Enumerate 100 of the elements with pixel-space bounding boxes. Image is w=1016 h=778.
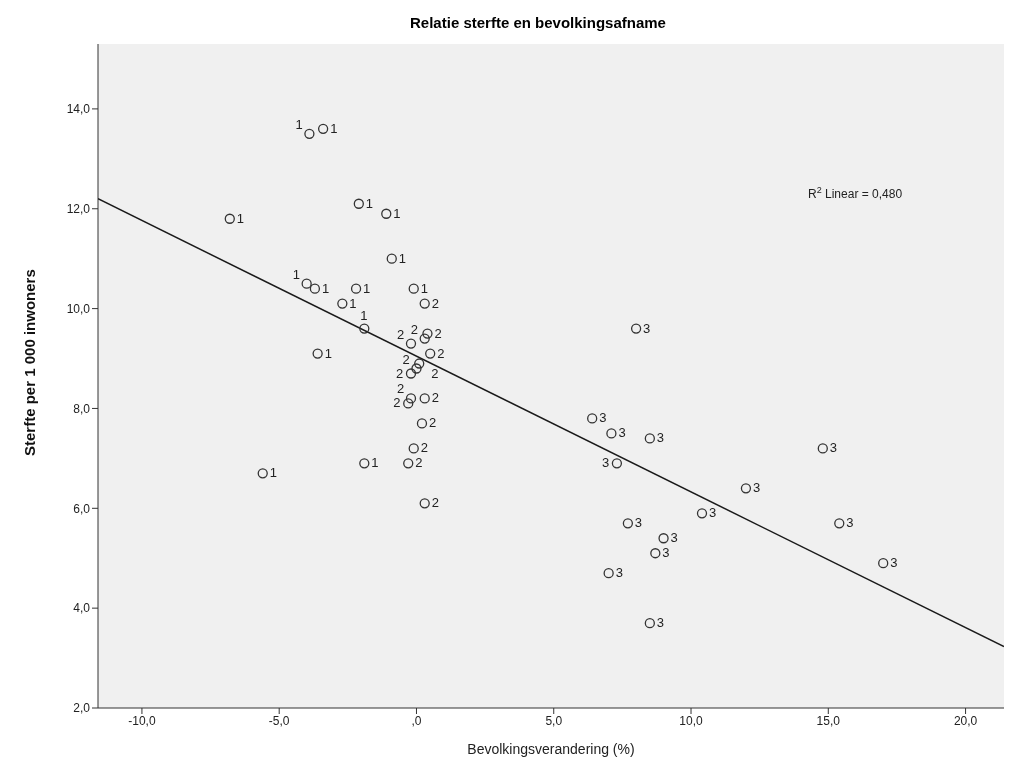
text: 1 bbox=[324, 345, 332, 361]
series-label: 2 bbox=[434, 325, 442, 341]
text: 1 bbox=[371, 455, 379, 471]
text: 1 bbox=[330, 120, 338, 136]
point bbox=[834, 518, 845, 529]
point bbox=[350, 283, 362, 294]
x-tick-label: 10,0 bbox=[679, 713, 704, 728]
x-tick-label: -10,0 bbox=[128, 713, 156, 728]
point bbox=[696, 508, 708, 519]
text: 1 bbox=[363, 280, 371, 296]
point bbox=[630, 323, 642, 334]
point bbox=[644, 617, 655, 629]
point bbox=[405, 393, 417, 404]
point bbox=[587, 413, 598, 424]
text: 3 bbox=[601, 455, 610, 471]
text: 1 bbox=[292, 266, 300, 282]
text: 3 bbox=[709, 505, 717, 521]
y-tick-label: 12,0 bbox=[66, 202, 91, 217]
chart-title: Relatie sterfte en bevolkingsafname bbox=[409, 13, 667, 33]
point bbox=[359, 458, 370, 469]
point bbox=[419, 393, 430, 404]
point bbox=[419, 333, 430, 344]
point bbox=[740, 483, 752, 494]
point bbox=[317, 123, 329, 135]
point bbox=[650, 548, 661, 559]
point bbox=[414, 358, 425, 369]
text: 2 bbox=[431, 295, 439, 311]
point bbox=[304, 128, 315, 140]
point bbox=[353, 198, 364, 209]
text: 3 bbox=[846, 515, 854, 531]
point bbox=[359, 323, 370, 334]
text: 2 bbox=[393, 395, 401, 411]
y-tick-label: 10,0 bbox=[66, 301, 91, 316]
point bbox=[224, 213, 235, 224]
point bbox=[381, 208, 392, 219]
text: 3 bbox=[643, 320, 651, 336]
x-tick-label: 20,0 bbox=[953, 713, 978, 728]
text: 3 bbox=[656, 430, 665, 446]
text: 2 bbox=[396, 326, 405, 342]
x-axis-title: Bevolkingsverandering (%) bbox=[467, 741, 635, 757]
point bbox=[419, 298, 430, 309]
text: 2 bbox=[437, 345, 445, 361]
point bbox=[301, 278, 312, 289]
point bbox=[312, 348, 323, 359]
point bbox=[622, 518, 634, 529]
point bbox=[403, 458, 414, 469]
point bbox=[606, 428, 617, 439]
text: 2 bbox=[410, 321, 418, 337]
text: 1 bbox=[321, 280, 330, 296]
text: 1 bbox=[295, 116, 303, 132]
series-label: 3 bbox=[615, 565, 623, 581]
y-tick-label: 4,0 bbox=[73, 601, 91, 616]
text: 3 bbox=[599, 410, 607, 426]
text: 1 bbox=[420, 280, 428, 296]
point bbox=[337, 298, 348, 309]
text: 3 bbox=[662, 545, 670, 561]
x-tick-label: -5,0 bbox=[268, 713, 290, 728]
point bbox=[422, 328, 433, 339]
y-tick-label: 6,0 bbox=[73, 501, 91, 516]
point bbox=[403, 398, 414, 409]
point bbox=[408, 283, 419, 294]
x-tick-label: ,0 bbox=[411, 713, 422, 728]
point bbox=[405, 338, 417, 349]
text: 1 bbox=[365, 195, 374, 211]
text: 3 bbox=[618, 425, 626, 441]
point bbox=[425, 348, 436, 359]
point bbox=[419, 498, 430, 509]
point bbox=[408, 443, 419, 454]
y-tick-label: 2,0 bbox=[73, 701, 91, 716]
point bbox=[309, 283, 321, 294]
point bbox=[386, 253, 397, 264]
y-tick-label: 8,0 bbox=[73, 401, 91, 416]
text: 1 bbox=[236, 210, 245, 226]
point bbox=[411, 363, 422, 374]
point bbox=[611, 458, 623, 469]
point bbox=[405, 368, 417, 379]
text: 2 bbox=[402, 351, 410, 367]
text: 2 bbox=[395, 365, 404, 381]
y-axis-title: Sterfte per 1 000 inwoners bbox=[21, 269, 39, 456]
point bbox=[416, 418, 428, 429]
point bbox=[878, 558, 889, 569]
text: 2 bbox=[431, 495, 439, 511]
text: 3 bbox=[752, 480, 761, 496]
annotation: R$^{2}$ Linear = 0,480 bbox=[808, 185, 903, 201]
text: 2 bbox=[396, 381, 405, 397]
x-tick-label: 5,0 bbox=[545, 713, 563, 728]
text: 3 bbox=[656, 615, 665, 631]
y-tick-label: 14,0 bbox=[66, 102, 91, 117]
text: 2 bbox=[420, 440, 428, 456]
text: 2 bbox=[431, 365, 439, 381]
point bbox=[817, 443, 828, 454]
text: 1 bbox=[269, 465, 277, 481]
point bbox=[257, 468, 268, 479]
text: 1 bbox=[393, 205, 401, 221]
x-tick-label: 15,0 bbox=[816, 713, 841, 728]
point bbox=[644, 433, 655, 444]
text: 3 bbox=[634, 515, 643, 531]
point bbox=[603, 568, 614, 579]
series-label: 1 bbox=[360, 307, 368, 323]
text: 1 bbox=[398, 250, 406, 266]
